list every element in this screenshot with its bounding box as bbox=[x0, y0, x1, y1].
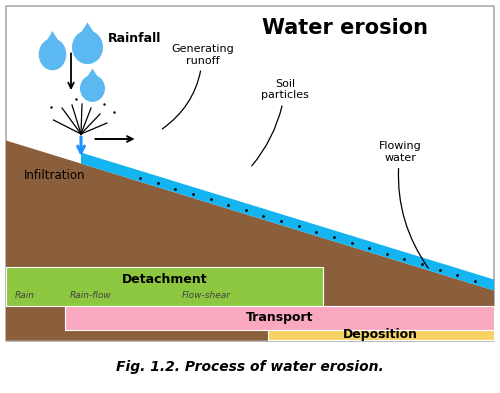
Text: Soil
particles: Soil particles bbox=[252, 79, 309, 166]
FancyBboxPatch shape bbox=[268, 329, 494, 340]
Text: Generating
runoff: Generating runoff bbox=[162, 44, 234, 129]
Polygon shape bbox=[82, 69, 103, 85]
Polygon shape bbox=[41, 31, 64, 50]
Polygon shape bbox=[74, 22, 101, 43]
Text: Detachment: Detachment bbox=[122, 273, 207, 286]
Text: Water erosion: Water erosion bbox=[262, 18, 428, 38]
Text: Transport: Transport bbox=[246, 311, 314, 324]
Text: Fig. 1.2. Process of water erosion.: Fig. 1.2. Process of water erosion. bbox=[116, 360, 384, 374]
Text: Flowing
water: Flowing water bbox=[378, 141, 428, 268]
Text: Flow-shear: Flow-shear bbox=[182, 291, 230, 300]
Text: Rain-flow: Rain-flow bbox=[70, 291, 112, 300]
Polygon shape bbox=[6, 141, 494, 340]
Text: Rain: Rain bbox=[15, 291, 35, 300]
Ellipse shape bbox=[80, 75, 105, 102]
Ellipse shape bbox=[72, 30, 103, 64]
Ellipse shape bbox=[39, 39, 66, 70]
Text: Infiltration: Infiltration bbox=[24, 169, 86, 182]
Bar bbox=[6, 6, 494, 340]
FancyBboxPatch shape bbox=[6, 267, 322, 305]
Text: Deposition: Deposition bbox=[343, 328, 418, 341]
FancyBboxPatch shape bbox=[65, 305, 494, 329]
Polygon shape bbox=[81, 152, 494, 290]
Text: Rainfall: Rainfall bbox=[108, 31, 161, 44]
